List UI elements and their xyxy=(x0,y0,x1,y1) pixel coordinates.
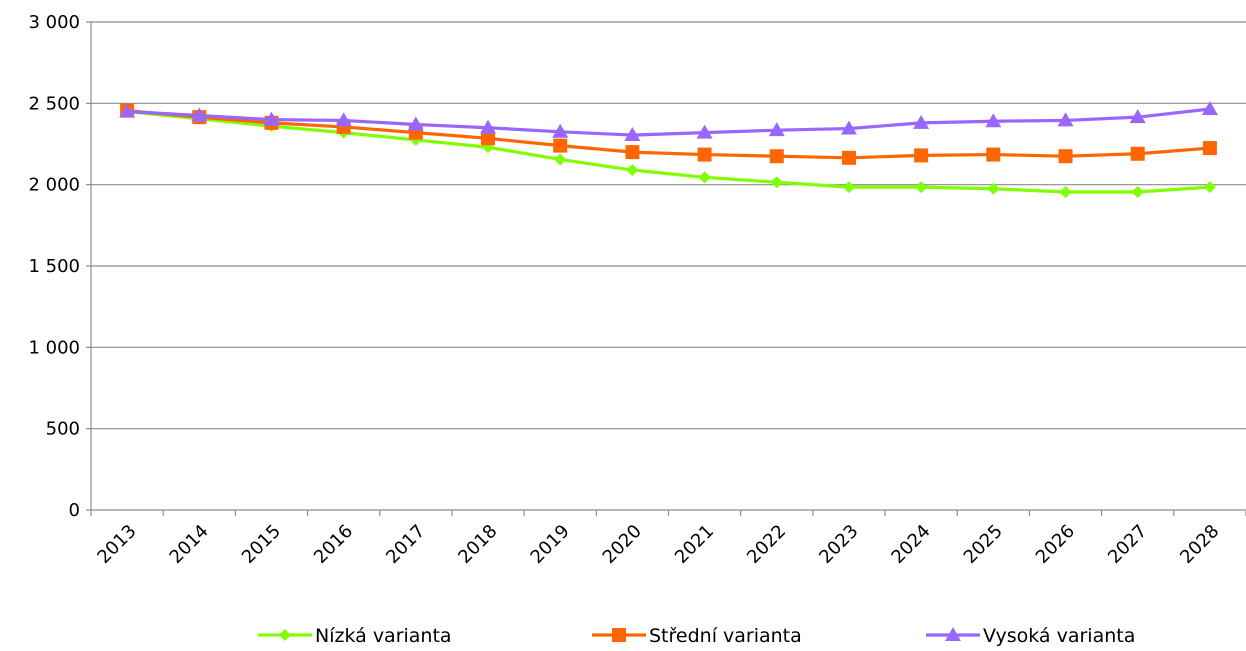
data-point xyxy=(841,150,856,165)
x-tick-label: 2028 xyxy=(1176,521,1223,568)
legend-marker xyxy=(945,627,961,641)
data-point xyxy=(191,107,208,122)
data-point xyxy=(987,182,1000,195)
data-point xyxy=(480,119,497,134)
x-tick-label: 2016 xyxy=(310,521,357,568)
x-tick-label: 2022 xyxy=(743,521,790,568)
data-point xyxy=(986,147,1001,162)
data-point xyxy=(554,153,567,166)
data-point xyxy=(1203,181,1216,194)
data-point xyxy=(1058,149,1073,164)
data-point xyxy=(481,131,496,146)
y-tick-label: 1 000 xyxy=(28,337,80,358)
x-tick-label: 2024 xyxy=(887,521,934,568)
legend: Nízká varianta Střední varianta Vysoká var… xyxy=(258,625,1135,647)
series-line xyxy=(127,107,1211,137)
data-point xyxy=(1129,109,1146,124)
legend-item: Střední varianta xyxy=(592,625,802,647)
x-tick-label: 2013 xyxy=(93,521,140,568)
data-point xyxy=(842,181,855,194)
data-point xyxy=(1130,146,1145,161)
data-point xyxy=(1059,185,1072,198)
x-tick-label: 2027 xyxy=(1104,521,1151,568)
x-tick-label: 2020 xyxy=(599,521,646,568)
data-point xyxy=(769,149,784,164)
legend-label: Nízká varianta xyxy=(315,625,452,647)
x-tick-label: 2019 xyxy=(527,521,574,568)
x-tick-labels: 2013 2014 2015 2016 2017 2018 2019 2020 2021 2022… xyxy=(93,521,1223,568)
y-tick-label: 0 xyxy=(69,500,80,521)
x-tick-label: 2017 xyxy=(382,521,429,568)
legend-marker xyxy=(279,629,291,641)
data-point xyxy=(770,176,783,189)
data-point xyxy=(985,113,1002,128)
legend-item: Vysoká varianta xyxy=(926,625,1135,647)
gridlines xyxy=(91,21,1246,430)
data-point xyxy=(625,145,640,160)
data-point xyxy=(768,122,785,137)
data-point xyxy=(913,114,930,129)
y-tick-label: 1 500 xyxy=(28,256,80,277)
data-point xyxy=(1202,141,1217,156)
data-point xyxy=(1201,101,1218,116)
data-point xyxy=(624,127,641,142)
data-point xyxy=(697,147,712,162)
x-tick-label: 2014 xyxy=(166,521,213,568)
series-3 xyxy=(119,101,1218,142)
x-tick-label: 2026 xyxy=(1032,521,1079,568)
legend-marker xyxy=(612,628,626,642)
y-tick-label: 2 000 xyxy=(28,175,80,196)
data-point xyxy=(914,148,929,163)
data-point xyxy=(626,164,639,177)
data-point xyxy=(119,103,136,118)
y-tick-label: 500 xyxy=(46,419,80,440)
series-line xyxy=(126,109,1211,194)
y-tick-labels: 0 500 1 000 1 500 2 000 2 500 3 000 xyxy=(28,12,80,521)
series-lines xyxy=(119,101,1218,198)
data-point xyxy=(553,138,568,153)
y-tick-label: 2 500 xyxy=(28,93,80,114)
data-point xyxy=(335,112,352,127)
legend-label: Vysoká varianta xyxy=(983,625,1135,647)
x-tick-label: 2023 xyxy=(815,521,862,568)
x-tick-label: 2021 xyxy=(671,521,718,568)
x-tick-label: 2015 xyxy=(238,521,285,568)
data-point xyxy=(552,123,569,138)
data-point xyxy=(840,120,857,135)
data-point xyxy=(407,116,424,131)
x-tick-label: 2018 xyxy=(454,521,501,568)
legend-item: Nízká varianta xyxy=(258,625,452,647)
data-point xyxy=(698,171,711,184)
data-point xyxy=(915,181,928,194)
data-point xyxy=(1131,185,1144,198)
axes xyxy=(86,21,1246,516)
x-tick-label: 2025 xyxy=(960,521,1007,568)
data-point xyxy=(696,124,713,139)
y-tick-label: 3 000 xyxy=(28,12,80,33)
data-point xyxy=(1057,112,1074,127)
legend-label: Střední varianta xyxy=(649,625,802,647)
data-point xyxy=(263,111,280,126)
series-line xyxy=(126,109,1211,160)
